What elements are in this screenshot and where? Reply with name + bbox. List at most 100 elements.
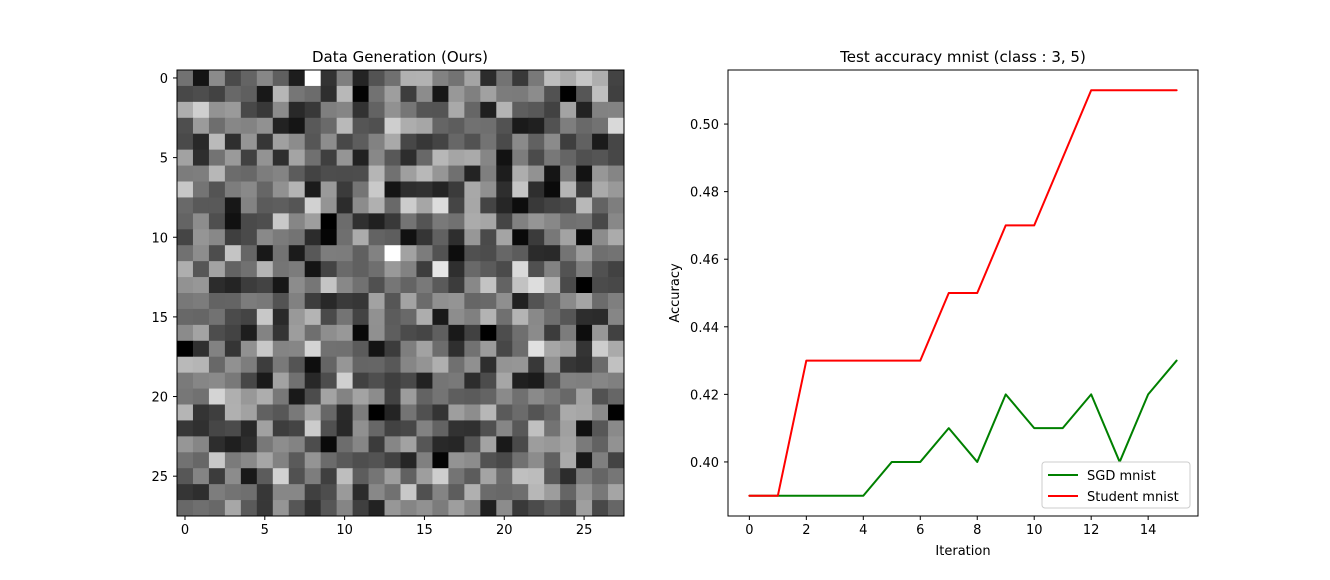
heatmap-cell — [384, 324, 401, 342]
heatmap-cell — [208, 436, 226, 453]
heatmap-cell — [320, 436, 338, 453]
heatmap-cell — [400, 70, 417, 87]
heatmap-cell — [592, 261, 609, 278]
heatmap-cell — [352, 340, 369, 358]
heatmap-cell — [608, 500, 625, 517]
heatmap-cell — [416, 308, 433, 326]
heatmap-cell — [480, 117, 497, 135]
heatmap-cell — [192, 436, 210, 453]
heatmap-cell — [240, 356, 258, 374]
heatmap-cell — [240, 245, 258, 262]
heatmap-cell — [288, 229, 306, 246]
heatmap-cell — [560, 340, 577, 358]
heatmap-cell — [512, 261, 529, 278]
heatmap-cell — [400, 356, 417, 374]
heatmap-cell — [336, 101, 353, 119]
heatmap-cell — [528, 484, 545, 501]
heatmap-cell — [512, 197, 529, 214]
heatmap-cell — [192, 229, 210, 246]
heatmap-cell — [240, 117, 258, 135]
heatmap-title: Data Generation (Ours) — [312, 48, 488, 66]
heatmap-cell — [400, 420, 417, 437]
heatmap-cell — [192, 324, 210, 342]
heatmap-cell — [608, 356, 625, 374]
heatmap-cell — [304, 356, 322, 374]
heatmap-cell — [432, 388, 449, 405]
heatmap-cell — [592, 340, 609, 358]
heatmap-cell — [560, 356, 577, 374]
heatmap-cell — [480, 70, 497, 87]
heatmap-cell — [384, 404, 401, 421]
heatmap-cell — [448, 101, 465, 119]
heatmap-cell — [384, 293, 401, 310]
heatmap-cell — [416, 261, 433, 278]
heatmap-cell — [400, 213, 417, 230]
heatmap-cell — [576, 197, 593, 214]
heatmap-cell — [208, 229, 226, 246]
heatmap-cell — [496, 85, 513, 103]
heatmap-cell — [592, 70, 609, 87]
heatmap-cell — [208, 197, 226, 214]
heatmap-cell — [224, 340, 242, 358]
heatmap-cell — [352, 484, 369, 501]
heatmap-cell — [528, 117, 545, 135]
heatmap-cell — [288, 245, 306, 262]
heatmap-cell — [576, 245, 593, 262]
heatmap-cell — [192, 340, 210, 358]
heatmap-cell — [448, 420, 465, 437]
heatmap-cell — [336, 70, 353, 87]
heatmap-cell — [368, 101, 385, 119]
heatmap-cell — [592, 277, 609, 294]
heatmap-cell — [608, 404, 625, 421]
heatmap-cell — [480, 181, 497, 198]
heatmap-cell — [480, 229, 497, 246]
heatmap-cell — [416, 452, 433, 469]
heatmap-cell — [272, 229, 290, 246]
heatmap-cell — [384, 117, 401, 135]
heatmap-cell — [240, 484, 258, 501]
heatmap-cell — [208, 165, 226, 182]
heatmap-cell — [368, 420, 385, 437]
heatmap-cell — [336, 293, 353, 310]
heatmap-cell — [608, 245, 625, 262]
heatmap-cell — [480, 356, 497, 374]
heatmap-cell — [320, 340, 338, 358]
heatmap-cell — [544, 149, 561, 166]
heatmap-cell — [512, 293, 529, 310]
heatmap-cell — [560, 165, 577, 182]
heatmap-cell — [177, 165, 194, 182]
heatmap-cell — [480, 372, 497, 389]
heatmap-cell — [320, 468, 338, 485]
heatmap-cell — [496, 308, 513, 326]
heatmap-cell — [177, 436, 194, 453]
heatmap-cell — [416, 356, 433, 374]
heatmap-cell — [464, 149, 481, 166]
heatmap-cell — [256, 261, 274, 278]
heatmap-cell — [496, 165, 513, 182]
heatmap-cell — [192, 197, 210, 214]
heatmap-cell — [208, 101, 226, 119]
heatmap-cell — [592, 117, 609, 135]
heatmap-cell — [400, 133, 417, 151]
heatmap-cell — [240, 436, 258, 453]
heatmap-cell — [320, 165, 338, 182]
heatmap-cell — [384, 70, 401, 87]
heatmap-cell — [288, 70, 306, 87]
heatmap-cell — [448, 261, 465, 278]
heatmap-cell — [240, 388, 258, 405]
heatmap-cell — [432, 197, 449, 214]
heatmap-cell — [528, 213, 545, 230]
heatmap-cell — [448, 197, 465, 214]
heatmap-cell — [400, 165, 417, 182]
heatmap-cell — [352, 500, 369, 517]
heatmap-cell — [432, 340, 449, 358]
x-tick-label: 12 — [1083, 523, 1100, 538]
heatmap-cell — [208, 340, 226, 358]
heatmap-cell — [368, 404, 385, 421]
heatmap-cell — [192, 452, 210, 469]
heatmap-cell — [496, 404, 513, 421]
heatmap-cell — [608, 420, 625, 437]
heatmap-cell — [528, 261, 545, 278]
heatmap-cell — [560, 468, 577, 485]
heatmap-cell — [304, 372, 322, 389]
